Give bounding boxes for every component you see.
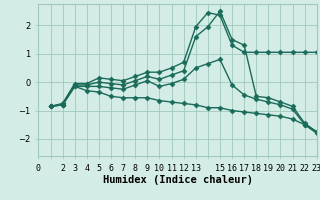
- X-axis label: Humidex (Indice chaleur): Humidex (Indice chaleur): [103, 175, 252, 185]
